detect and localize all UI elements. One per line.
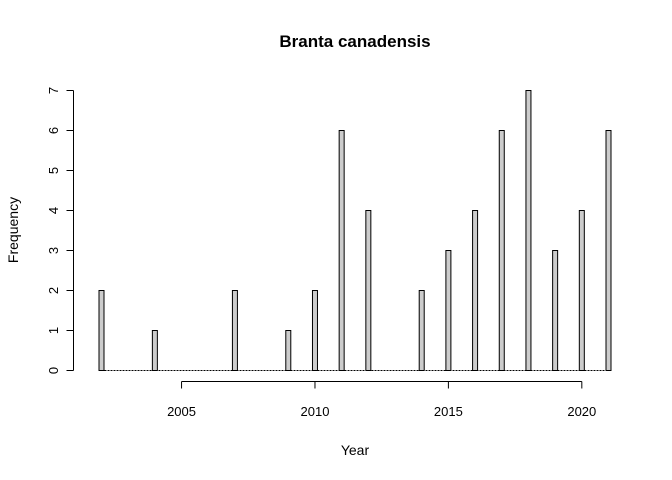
x-tick-label: 2015 bbox=[434, 404, 463, 419]
y-tick-label: 2 bbox=[46, 287, 61, 294]
bar-2014 bbox=[418, 290, 425, 371]
x-axis: 2005 2010 2015 2020 bbox=[167, 381, 596, 419]
y-axis-label: Frequency bbox=[5, 197, 21, 263]
x-tick-label: 2005 bbox=[167, 404, 196, 419]
bar-2021 bbox=[605, 130, 612, 371]
y-tick-label: 5 bbox=[46, 167, 61, 174]
x-tick-label: 2020 bbox=[567, 404, 596, 419]
bar-2017 bbox=[498, 130, 505, 371]
bar-2019 bbox=[552, 250, 559, 371]
bar-2009 bbox=[285, 330, 292, 371]
x-tick-label: 2010 bbox=[301, 404, 330, 419]
bar-2011 bbox=[338, 130, 345, 371]
bar-2012 bbox=[365, 210, 372, 371]
y-tick-label: 0 bbox=[46, 367, 61, 374]
y-tick-label: 7 bbox=[46, 87, 61, 94]
bars-group bbox=[98, 90, 612, 371]
bar-2004 bbox=[151, 330, 158, 371]
y-tick-label: 6 bbox=[46, 127, 61, 134]
y-tick-label: 4 bbox=[46, 207, 61, 214]
y-tick-label: 1 bbox=[46, 327, 61, 334]
bar-2007 bbox=[231, 290, 238, 371]
chart-title: Branta canadensis bbox=[279, 32, 430, 51]
x-axis-label: Year bbox=[341, 442, 370, 458]
bar-2016 bbox=[472, 210, 479, 371]
y-axis: 0 1 2 3 4 5 6 7 bbox=[46, 87, 74, 374]
bar-2020 bbox=[578, 210, 585, 371]
y-tick-label: 3 bbox=[46, 247, 61, 254]
bar-2018 bbox=[525, 90, 532, 371]
bar-2002 bbox=[98, 290, 105, 371]
bar-2015 bbox=[445, 250, 452, 371]
bar-2010 bbox=[311, 290, 318, 371]
